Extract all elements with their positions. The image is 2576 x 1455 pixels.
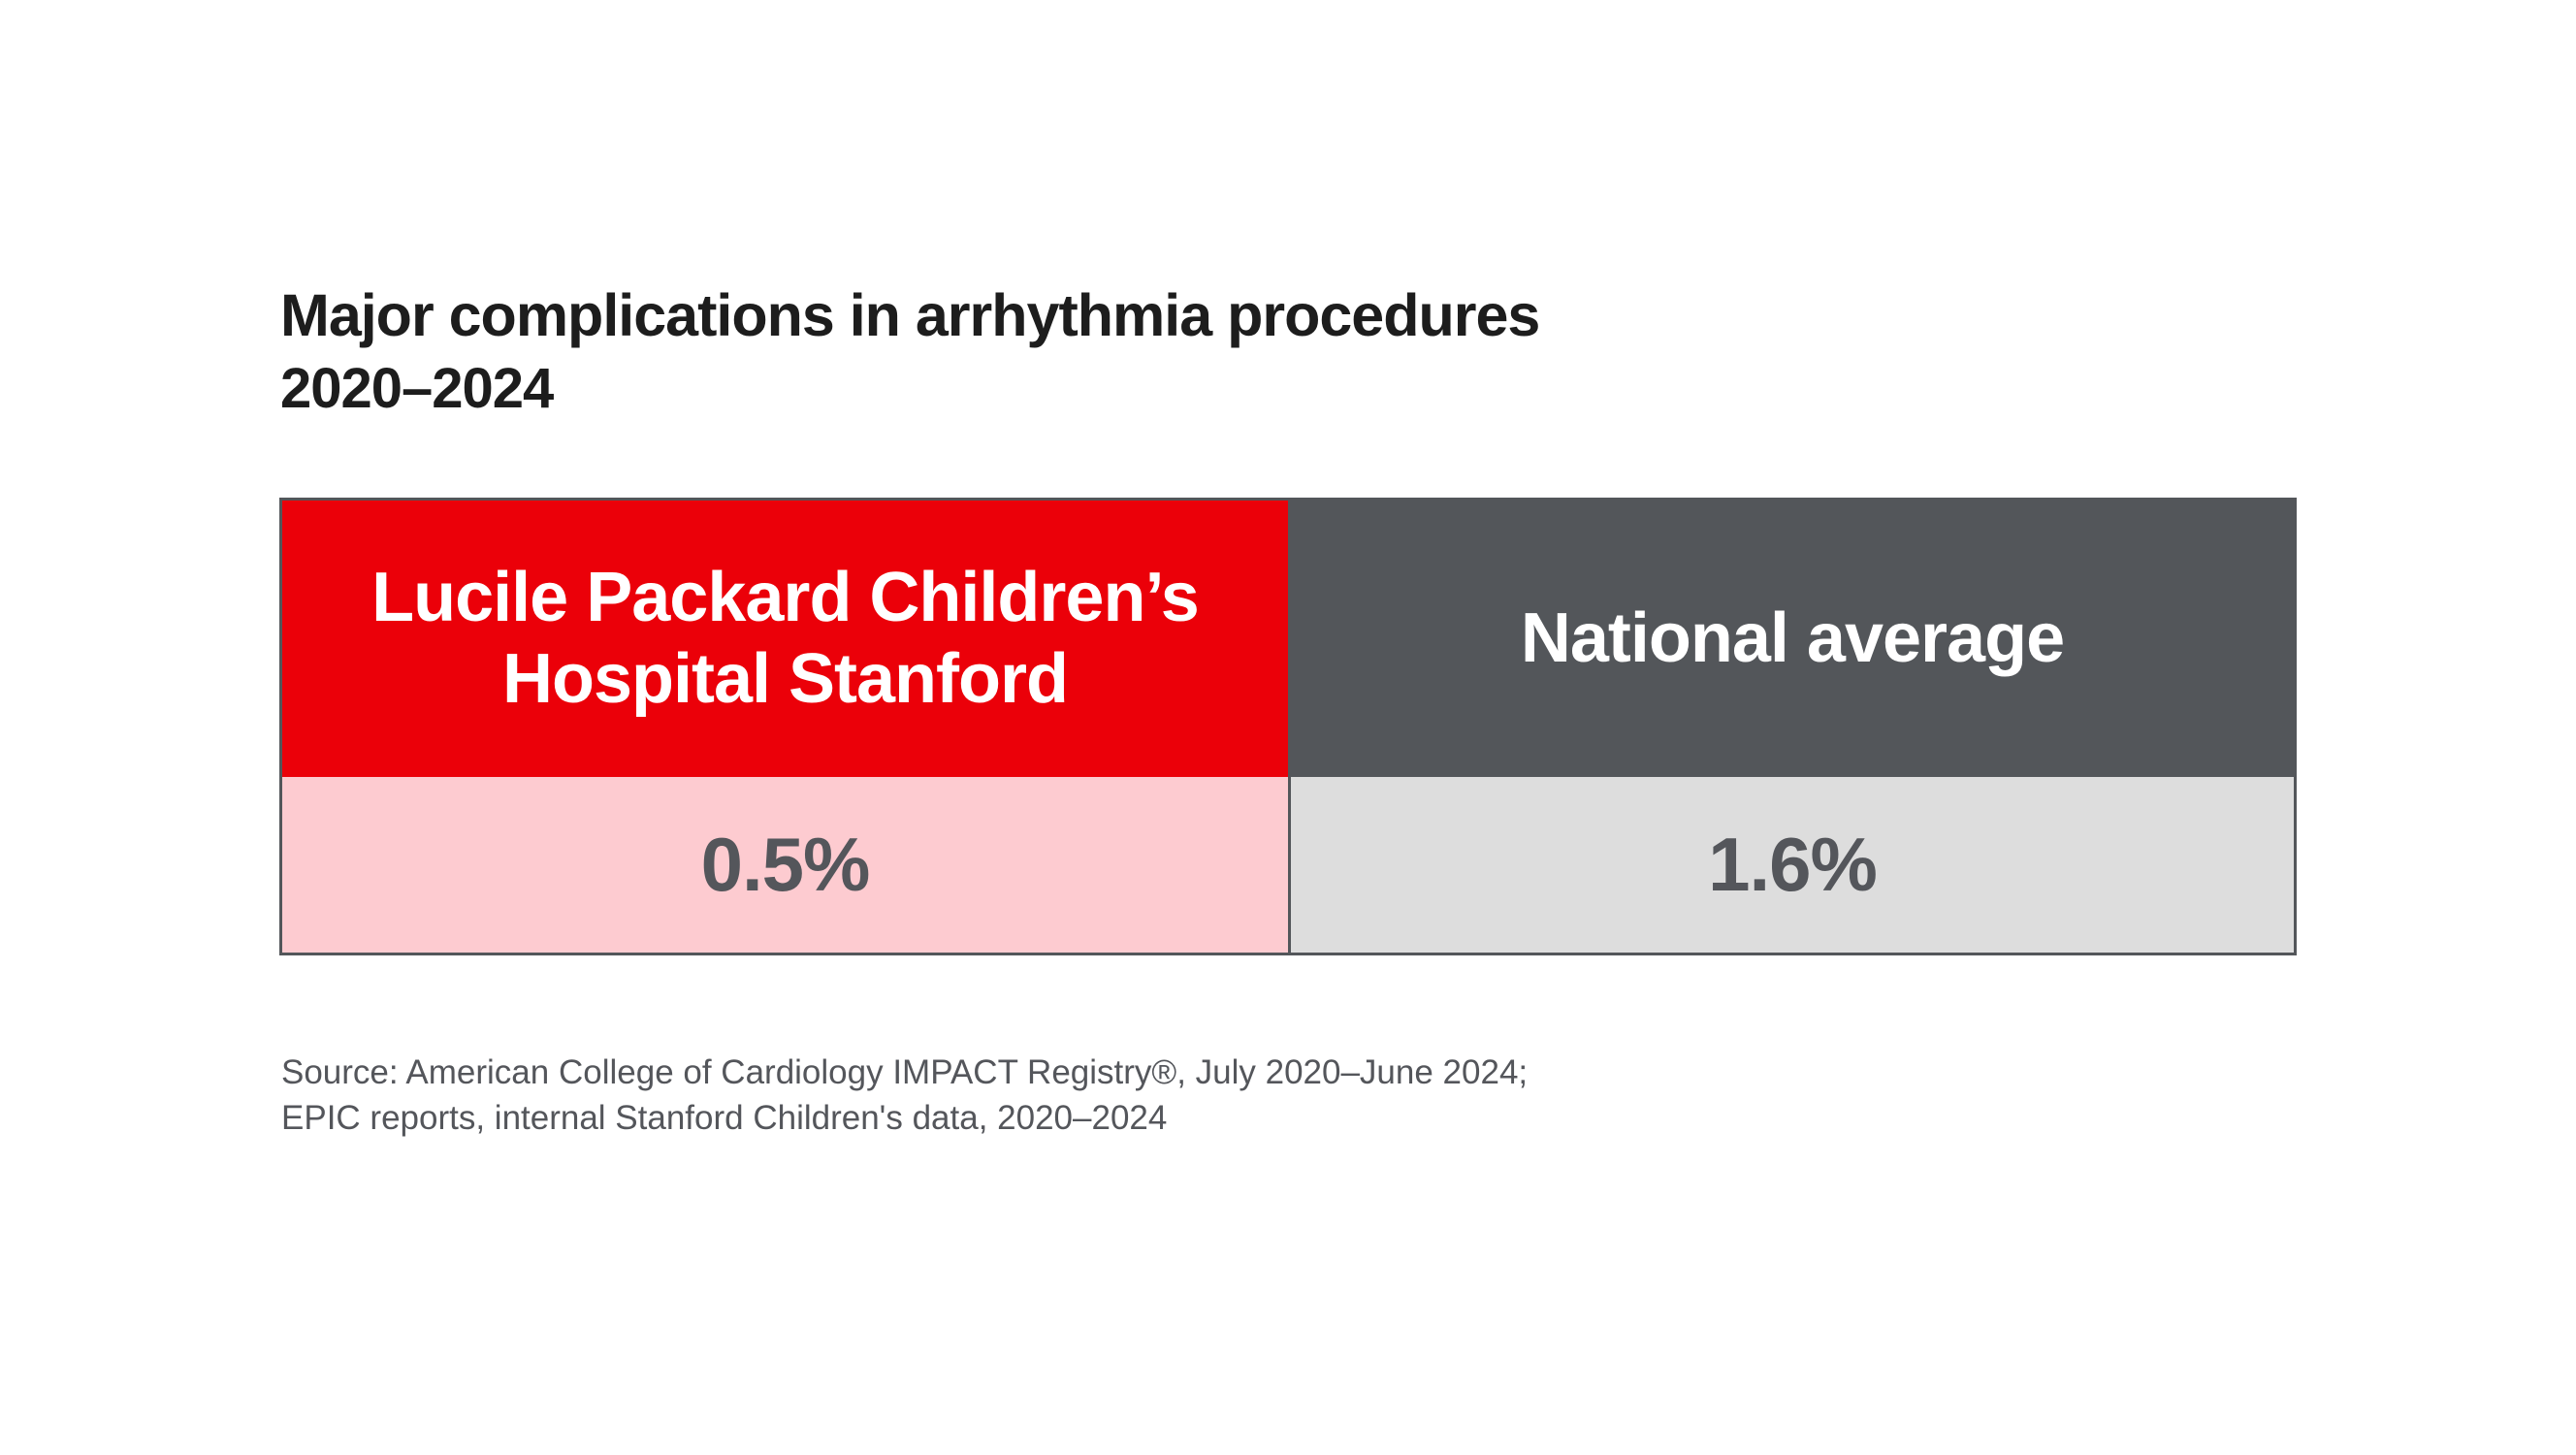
source-line-2: EPIC reports, internal Stanford Children… (281, 1099, 1168, 1137)
table-value-row: 0.5% 1.6% (282, 777, 2294, 953)
table-header-row: Lucile Packard Children’s Hospital Stanf… (282, 501, 2294, 777)
comparison-table: Lucile Packard Children’s Hospital Stanf… (279, 498, 2297, 955)
source-line-1: Source: American College of Cardiology I… (281, 1053, 1529, 1091)
header-cell-lucile-packard: Lucile Packard Children’s Hospital Stanf… (282, 501, 1288, 777)
header-cell-national-average: National average (1288, 501, 2294, 777)
header-label-lucile-packard: Lucile Packard Children’s Hospital Stanf… (371, 558, 1200, 718)
value-cell-national-average: 1.6% (1288, 777, 2294, 953)
title-block: Major complications in arrhythmia proced… (280, 281, 1540, 420)
chart-title: Major complications in arrhythmia proced… (280, 282, 1540, 348)
header-label-national-average: National average (1520, 598, 2065, 677)
value-label-lucile-packard: 0.5% (700, 822, 871, 907)
source-note: Source: American College of Cardiology I… (281, 1050, 1528, 1141)
value-label-national-average: 1.6% (1708, 822, 1878, 907)
value-cell-lucile-packard: 0.5% (282, 777, 1288, 953)
chart-subtitle: 2020–2024 (280, 357, 554, 420)
